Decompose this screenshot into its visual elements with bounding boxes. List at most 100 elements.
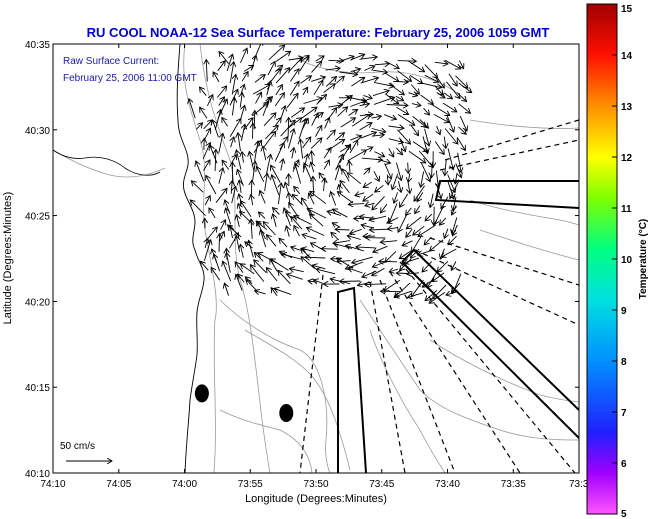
current-vector <box>287 274 303 280</box>
contour-line <box>219 299 331 473</box>
current-vector <box>350 228 362 233</box>
x-tick-label: 73:45 <box>369 479 394 490</box>
current-vector <box>410 125 418 136</box>
current-vector <box>203 160 210 171</box>
current-vector <box>381 291 401 292</box>
current-vector <box>371 116 382 118</box>
current-vector <box>236 274 243 291</box>
current-vector <box>394 192 398 203</box>
x-axis: 74:10 74:05 74:00 73:55 73:50 73:45 73:40 73:35… <box>40 44 589 490</box>
current-vector <box>209 208 216 219</box>
current-vector <box>231 186 236 204</box>
current-vector <box>348 268 363 274</box>
current-vector <box>395 96 404 101</box>
current-vector <box>387 174 388 185</box>
current-vector <box>444 136 446 149</box>
sector-beam <box>299 274 324 473</box>
coastline <box>53 149 161 176</box>
current-vector <box>302 137 311 149</box>
scale-arrow: 50 cm/s <box>60 441 112 461</box>
current-vector <box>448 73 457 86</box>
current-vector <box>256 167 265 182</box>
current-vector <box>419 119 429 129</box>
current-vector <box>380 241 398 243</box>
current-vector <box>446 81 461 99</box>
current-vector <box>365 284 387 285</box>
current-vector <box>457 152 462 173</box>
current-vector <box>325 77 336 87</box>
current-vector <box>275 51 291 62</box>
current-vector <box>311 113 318 126</box>
current-vector <box>410 248 420 258</box>
current-vector <box>406 216 422 229</box>
current-vector <box>211 268 221 281</box>
current-vector <box>258 212 266 219</box>
current-vector <box>268 45 285 61</box>
plot-area: Raw Surface Current: February 25, 2006 1… <box>52 43 580 474</box>
current-vector <box>407 60 425 72</box>
current-vector <box>254 141 259 162</box>
current-vector <box>400 193 409 207</box>
colorbar-tick-label: 15 <box>621 4 633 15</box>
current-vector <box>274 93 284 107</box>
current-vector <box>434 205 445 225</box>
current-vector <box>407 273 420 274</box>
colorbar-tick-label: 6 <box>621 459 627 470</box>
current-vector <box>224 283 230 296</box>
x-tick-label: 74:00 <box>172 479 197 490</box>
current-vector <box>373 245 388 252</box>
current-vector <box>287 129 294 149</box>
current-vector <box>418 224 436 237</box>
current-vector <box>450 180 460 199</box>
current-vector <box>381 203 388 213</box>
current-vector <box>289 269 304 272</box>
sector-beam <box>379 279 456 473</box>
current-vector <box>334 165 340 181</box>
current-vector <box>447 148 453 170</box>
current-vector <box>430 103 450 116</box>
current-vector <box>229 119 241 137</box>
current-vector <box>222 160 230 170</box>
current-vector <box>384 279 401 291</box>
current-vector <box>348 204 365 205</box>
y-tick-label: 40:30 <box>25 126 50 137</box>
contour-line <box>369 329 446 473</box>
current-vector <box>294 226 300 237</box>
current-vector <box>430 239 444 251</box>
current-vector <box>263 113 276 127</box>
current-vector <box>240 244 243 258</box>
x-tick-label: 73:35 <box>501 479 526 490</box>
current-vector <box>226 253 231 273</box>
current-vector <box>313 280 324 284</box>
current-vector <box>315 56 325 62</box>
current-vector <box>229 62 234 83</box>
colorbar-tick-label: 13 <box>621 102 633 113</box>
current-vector <box>251 195 253 206</box>
current-vector <box>213 72 220 83</box>
current-vector <box>214 254 221 272</box>
colorbar-tick-label: 12 <box>621 153 633 164</box>
current-vector <box>359 57 378 59</box>
current-vector <box>275 68 290 84</box>
current-vector <box>389 269 399 272</box>
current-vector <box>441 248 457 257</box>
current-vector <box>455 172 457 184</box>
current-vector <box>239 180 241 193</box>
current-vector <box>189 99 196 119</box>
current-vector <box>241 201 252 218</box>
current-vector <box>200 87 207 96</box>
current-vector <box>409 75 423 83</box>
current-vector <box>254 111 255 130</box>
current-vector <box>337 95 352 109</box>
current-vector <box>250 55 256 71</box>
colorbar-tick-label: 10 <box>621 255 633 266</box>
current-vector <box>323 84 336 93</box>
current-vector <box>424 128 430 146</box>
station-markers <box>194 384 294 422</box>
current-vector <box>336 56 354 64</box>
current-vector <box>238 133 241 152</box>
current-vector <box>363 193 374 201</box>
current-vector <box>350 136 361 141</box>
current-vector <box>284 208 292 227</box>
